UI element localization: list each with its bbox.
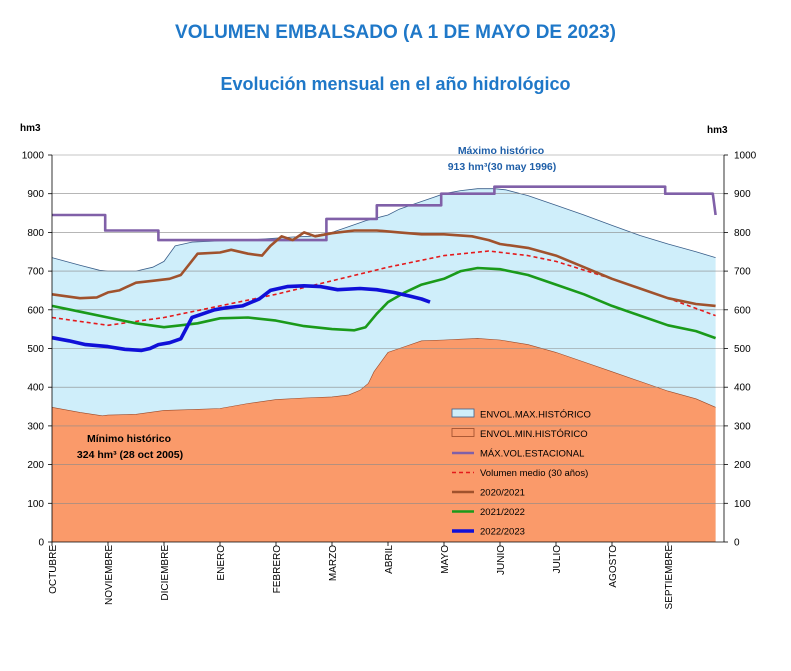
x-tick-label: JUNIO: [496, 545, 507, 575]
x-tick-label: AGOSTO: [608, 545, 619, 588]
series-line-m-x-vol-estacional: [52, 185, 717, 242]
min-annotation-line1: Mínimo histórico: [87, 433, 171, 445]
max-annotation-line1: Máximo histórico: [458, 145, 544, 157]
y-tick-label-left: 800: [27, 228, 44, 239]
y-tick-label-left: 700: [27, 267, 44, 278]
max-annotation-line2: 913 hm³(30 may 1996): [448, 161, 557, 173]
y-tick-label-left: 500: [27, 344, 44, 355]
min-envelope-area: [52, 338, 716, 542]
series-line-2020-2021: [51, 229, 716, 308]
legend-label-envol-max-hist-rico: ENVOL.MAX.HISTÓRICO: [480, 410, 591, 421]
y-tick-label-right: 100: [734, 499, 751, 510]
y-tick-label-right: 600: [734, 305, 751, 316]
y-tick-label-right: 700: [734, 267, 751, 278]
y-axis-unit-right: hm3: [707, 125, 728, 136]
y-tick-label-left: 100: [27, 499, 44, 510]
legend-swatch-envol-min-hist-rico: [451, 428, 475, 437]
y-tick-label-right: 200: [734, 460, 751, 471]
x-tick-label: SEPTIEMBRE: [664, 545, 675, 610]
y-tick-label-right: 0: [734, 538, 740, 549]
y-tick-label-right: 800: [734, 228, 751, 239]
y-tick-label-right: 900: [734, 189, 751, 200]
y-tick-label-left: 1000: [22, 151, 45, 162]
y-tick-label-left: 0: [38, 538, 44, 549]
series-line-2022-2023: [51, 283, 431, 353]
y-tick-label-right: 400: [734, 383, 751, 394]
chart-title: VOLUMEN EMBALSADO (A 1 DE MAYO DE 2023): [175, 22, 616, 43]
legend-label-volumen-medio-30-a-os-: Volumen medio (30 años): [480, 468, 588, 479]
y-tick-label-left: 600: [27, 305, 44, 316]
chart-subtitle: Evolución mensual en el año hidrológico: [220, 74, 571, 94]
x-tick-label: MARZO: [328, 545, 339, 581]
y-tick-label-left: 400: [27, 383, 44, 394]
series-line-2021-2022: [51, 266, 717, 340]
x-tick-label: ABRIL: [384, 545, 395, 574]
x-tick-label: DICIEMBRE: [160, 545, 171, 601]
x-tick-label: MAYO: [440, 545, 451, 574]
x-tick-label: ENERO: [216, 545, 227, 581]
y-tick-label-left: 300: [27, 421, 44, 432]
min-annotation-line2: 324 hm³ (28 oct 2005): [77, 449, 183, 461]
min-envelope-edge: [51, 338, 716, 417]
y-axis-unit-left: hm3: [20, 123, 41, 134]
legend-label-m-x-vol-estacional: MÁX.VOL.ESTACIONAL: [480, 449, 584, 460]
legend-label-2022-2023: 2022/2023: [480, 527, 525, 538]
y-tick-label-left: 900: [27, 189, 44, 200]
legend-label-envol-min-hist-rico: ENVOL.MIN.HISTÓRICO: [480, 429, 588, 440]
y-tick-label-right: 500: [734, 344, 751, 355]
x-tick-label: OCTUBRE: [48, 545, 59, 594]
x-tick-label: JULIO: [552, 545, 563, 574]
legend-swatch-envol-max-hist-rico: [451, 408, 475, 418]
y-tick-label-right: 1000: [734, 151, 757, 162]
x-tick-label: NOVIEMBRE: [104, 545, 115, 605]
legend-label-2020-2021: 2020/2021: [480, 488, 525, 499]
x-tick-label: FEBRERO: [272, 545, 283, 594]
y-tick-label-left: 200: [27, 460, 44, 471]
y-tick-label-right: 300: [734, 421, 751, 432]
legend-label-2021-2022: 2021/2022: [480, 507, 525, 518]
